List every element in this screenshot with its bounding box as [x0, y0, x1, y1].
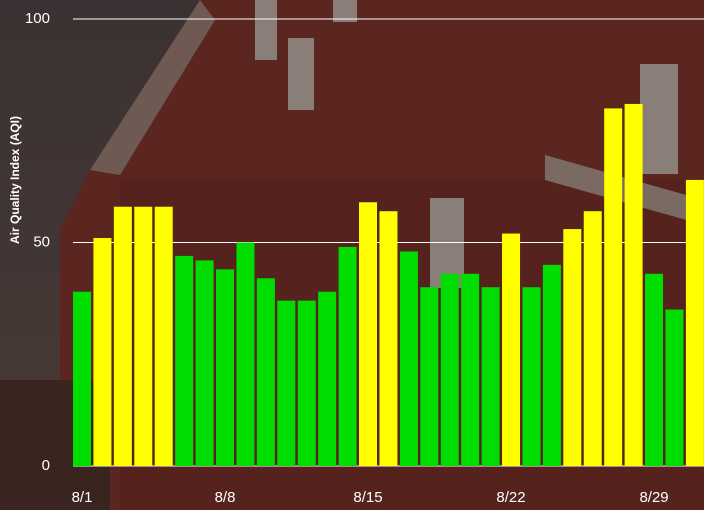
- bar: [625, 104, 643, 466]
- bar: [522, 287, 540, 466]
- bar: [482, 287, 500, 466]
- bar: [645, 274, 663, 466]
- bar: [257, 278, 275, 466]
- bar: [339, 247, 357, 466]
- bar: [686, 180, 704, 466]
- y-tick-label: 100: [25, 10, 50, 27]
- bar: [298, 301, 316, 466]
- bar: [502, 234, 520, 466]
- bar: [93, 238, 111, 466]
- bar: [400, 251, 418, 466]
- page: {"chart_data": {"type": "bar", "y_label"…: [0, 0, 704, 510]
- bar: [236, 243, 254, 467]
- bar: [563, 229, 581, 466]
- x-tick-label: 8/22: [496, 489, 525, 506]
- bar: [134, 207, 152, 466]
- bar: [379, 211, 397, 466]
- bar: [196, 260, 214, 466]
- y-tick-label: 0: [42, 457, 50, 474]
- x-tick-label: 8/8: [215, 489, 236, 506]
- bar: [604, 108, 622, 466]
- bar: [318, 292, 336, 466]
- x-tick-label: 8/29: [639, 489, 668, 506]
- bar: [277, 301, 295, 466]
- bar: [216, 269, 234, 466]
- bar: [175, 256, 193, 466]
- bar: [543, 265, 561, 466]
- bar: [665, 310, 683, 466]
- bar: [584, 211, 602, 466]
- x-tick-label: 8/1: [72, 489, 93, 506]
- bar: [461, 274, 479, 466]
- chart: Air Quality Index (AQI) 0 50 100 8/1 8/8 8/15…: [0, 0, 704, 510]
- bar: [155, 207, 173, 466]
- bar: [441, 274, 459, 466]
- bar: [359, 202, 377, 466]
- y-axis-label: Air Quality Index (AQI): [8, 116, 22, 244]
- bar: [420, 287, 438, 466]
- y-tick-label: 50: [33, 233, 50, 250]
- bar: [114, 207, 132, 466]
- bar: [73, 292, 91, 466]
- x-tick-label: 8/15: [353, 489, 382, 506]
